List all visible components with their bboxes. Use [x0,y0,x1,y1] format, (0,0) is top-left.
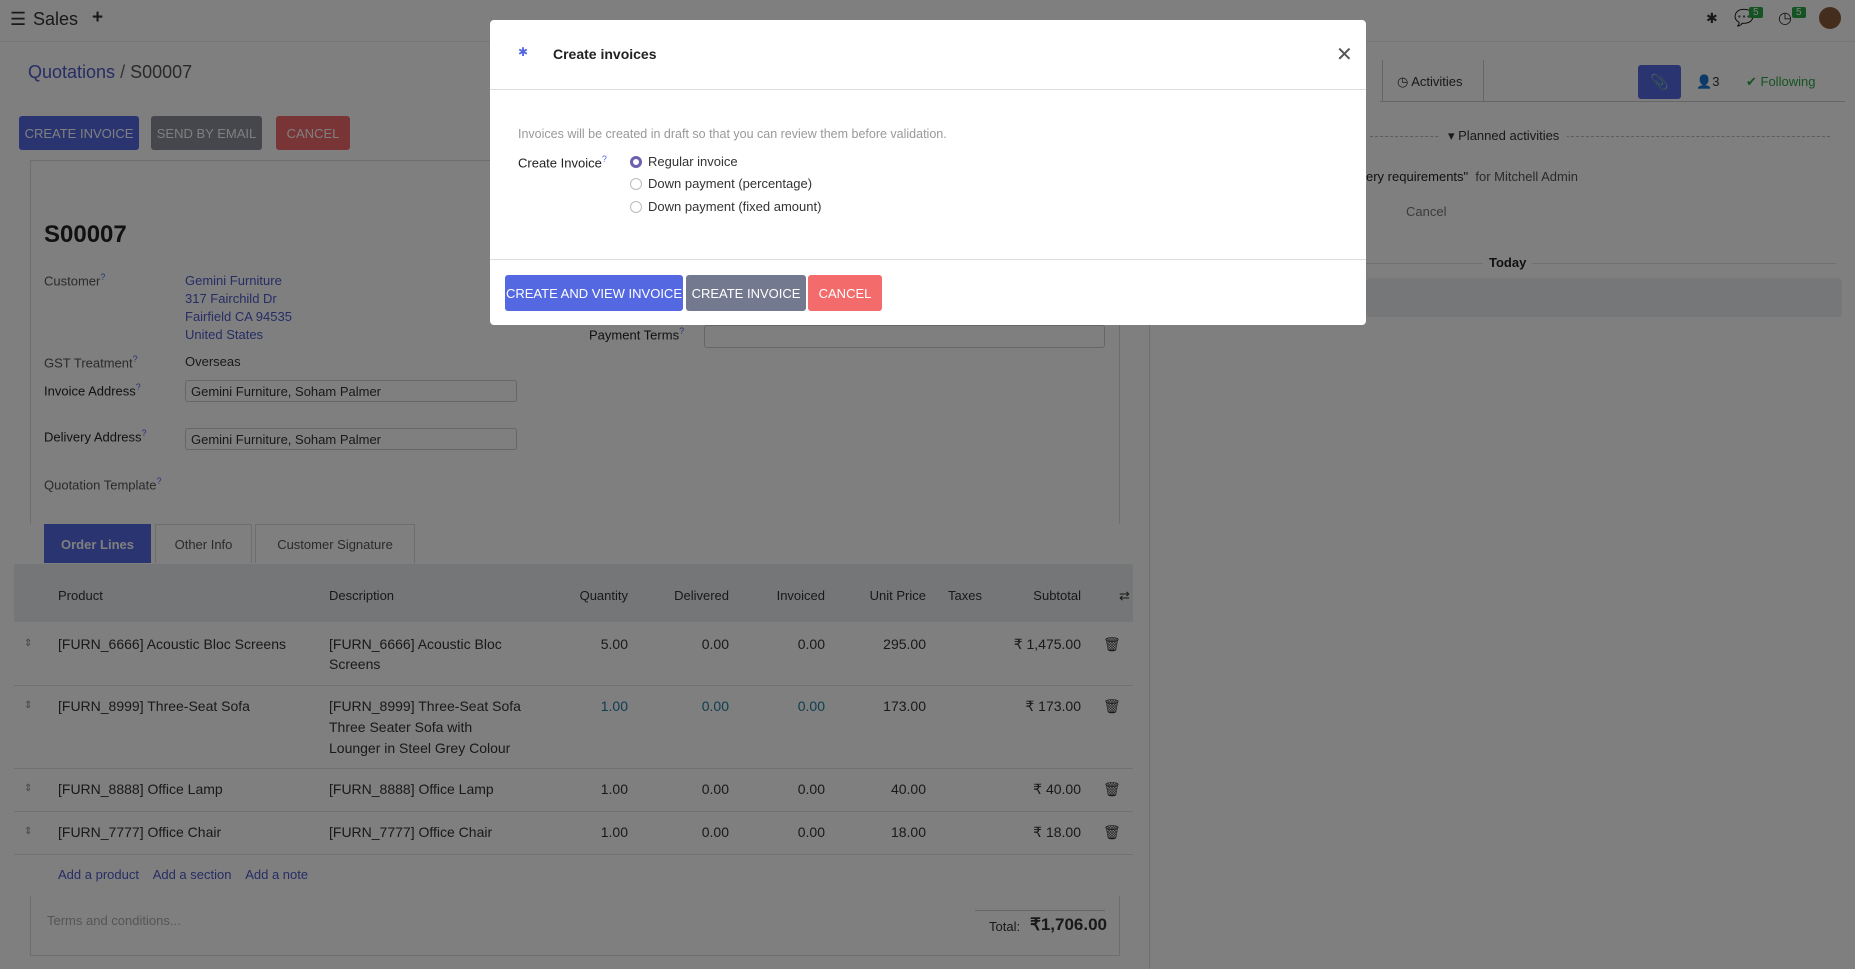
dialog-cancel-button[interactable]: CANCEL [808,275,882,311]
close-icon[interactable]: ✕ [1336,44,1353,66]
radio-button[interactable] [630,156,642,168]
create-invoices-dialog: ✱ Create invoices ✕ Invoices will be cre… [490,20,1366,325]
dialog-title: Create invoices [553,46,657,62]
create-and-view-invoice-button[interactable]: CREATE AND VIEW INVOICE [505,275,683,311]
create-invoice-label: Create Invoice? [518,154,607,171]
dialog-info: Invoices will be created in draft so tha… [518,127,947,141]
create-invoice-dialog-button[interactable]: CREATE INVOICE [686,275,806,311]
radio-button[interactable] [630,201,642,213]
radio-button[interactable] [630,178,642,190]
bug-icon: ✱ [518,45,529,59]
